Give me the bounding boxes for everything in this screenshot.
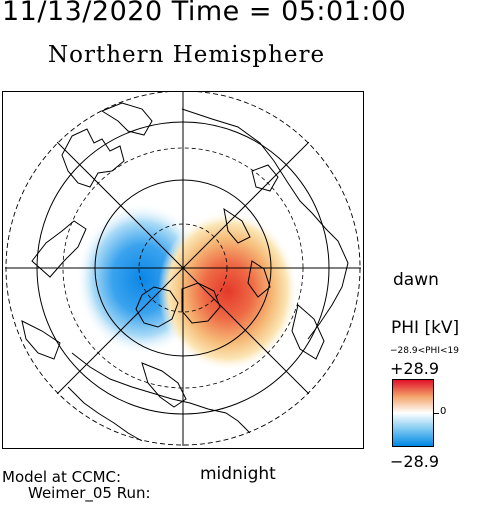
hemisphere-title: Northern Hemisphere bbox=[48, 42, 326, 68]
dawn-label: dawn bbox=[393, 270, 439, 290]
midnight-label: midnight bbox=[200, 464, 276, 484]
legend-range: −28.9<PHI<19 bbox=[390, 346, 459, 356]
colorbar bbox=[392, 379, 434, 447]
polar-map-svg bbox=[2, 91, 364, 449]
legend-zero-label: 0 bbox=[440, 406, 447, 417]
model-credit: Model at CCMC: bbox=[2, 468, 122, 486]
colorbar-zero-tick bbox=[434, 413, 439, 414]
meridians bbox=[5, 91, 361, 446]
polar-map[interactable] bbox=[2, 91, 364, 449]
positive-potential-cell bbox=[158, 211, 298, 371]
legend-min-label: −28.9 bbox=[390, 452, 440, 471]
datetime-title: 11/13/2020 Time = 05:01:00 bbox=[2, 0, 407, 27]
legend-title: PHI [kV] bbox=[391, 318, 460, 338]
map-outer-boundary bbox=[5, 91, 361, 446]
legend-max-label: +28.9 bbox=[390, 359, 440, 378]
run-credit: Weimer_05 Run: bbox=[28, 484, 151, 502]
